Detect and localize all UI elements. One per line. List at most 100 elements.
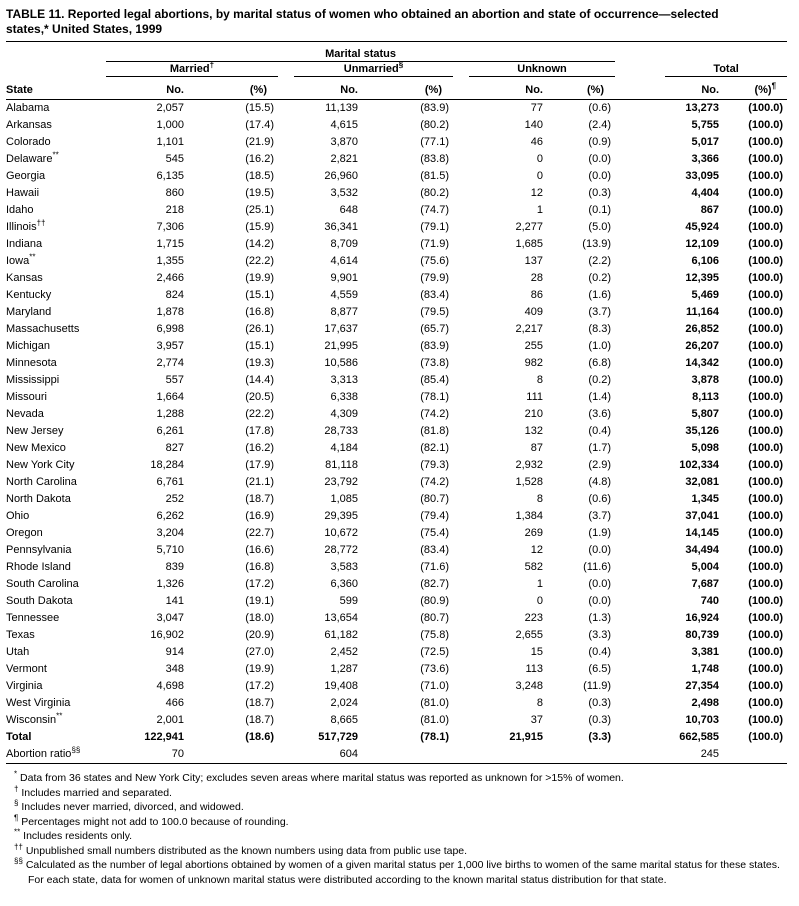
value-cell: 839 xyxy=(165,561,184,573)
marital-status-header-cell: Marital status xyxy=(106,42,616,62)
state-name-cell: Kentucky xyxy=(6,289,52,301)
unknown-label: Unknown xyxy=(517,63,567,75)
state-row: Texas 16,902 (20.9) 61,182 (75.8) 2,655 (3.3) 8… xyxy=(6,627,787,644)
value-cell: 141 xyxy=(165,595,184,607)
value-cell: (16.2) xyxy=(245,442,274,454)
value-cell: (18.7) xyxy=(245,714,274,726)
total-pct-header: (%)¶ xyxy=(723,77,788,100)
value-cell: (81.0) xyxy=(420,714,449,726)
value-cell: 13,273 xyxy=(685,102,720,114)
value-cell: (80.7) xyxy=(420,493,449,505)
value-cell: 10,703 xyxy=(685,714,720,726)
value-cell: 9,901 xyxy=(330,272,358,284)
footnote: ¶ Percentages might not add to 100.0 bec… xyxy=(14,813,289,828)
value-cell: 111 xyxy=(526,391,543,403)
value-cell: 0 xyxy=(536,153,543,165)
value-cell: 23,792 xyxy=(324,476,358,488)
state-name-cell: Georgia xyxy=(6,170,46,182)
value-cell: (15.1) xyxy=(245,340,274,352)
state-name-cell: Nevada xyxy=(6,408,44,420)
value-cell: (0.1) xyxy=(588,204,612,216)
total-group-cell: Total xyxy=(615,62,788,77)
state-row: Michigan 3,957 (15.1) 21,995 (83.9) 255 (1.0) 2… xyxy=(6,338,787,355)
value-cell: 6,360 xyxy=(330,578,358,590)
value-cell: 3,313 xyxy=(330,374,358,386)
state-row: Georgia 6,135 (18.5) 26,960 (81.5) 0 (0.0) 33,0… xyxy=(6,168,787,185)
value-cell: (83.4) xyxy=(420,544,449,556)
value-cell: (16.9) xyxy=(245,510,274,522)
value-cell: 0 xyxy=(536,170,543,182)
state-row: West Virginia 466 (18.7) 2,024 (81.0) 8 (0.3) 2… xyxy=(6,695,787,712)
value-cell: 27,354 xyxy=(685,680,720,692)
state-name-cell: Indiana xyxy=(6,238,43,250)
value-cell: 1,288 xyxy=(156,408,184,420)
value-cell: (79.4) xyxy=(420,510,449,522)
footnote: †† Unpublished small numbers distributed… xyxy=(14,842,468,857)
value-cell: 16,902 xyxy=(150,629,184,641)
value-cell: (80.2) xyxy=(420,119,449,131)
footnote-marker: ¶ xyxy=(14,813,19,822)
value-cell: (100.0) xyxy=(748,272,784,284)
value-cell: 10,586 xyxy=(324,357,358,369)
value-cell: (100.0) xyxy=(748,612,784,624)
value-cell: (100.0) xyxy=(748,731,784,743)
value-cell: (20.9) xyxy=(245,629,274,641)
value-cell: (80.7) xyxy=(420,612,449,624)
value-cell: (0.4) xyxy=(588,646,612,658)
value-cell: (100.0) xyxy=(748,136,784,148)
state-row: Idaho 218 (25.1) 648 (74.7) 1 (0.1) 867 (100.0) xyxy=(6,202,787,219)
unmarried-no-header: No. xyxy=(278,77,362,100)
value-cell: 45,924 xyxy=(685,221,720,233)
value-cell: (0.9) xyxy=(588,136,612,148)
value-cell: 3,366 xyxy=(691,153,720,165)
value-cell: (100.0) xyxy=(748,646,784,658)
value-cell: (77.1) xyxy=(420,136,449,148)
value-cell: 1,685 xyxy=(515,238,543,250)
value-cell: 466 xyxy=(165,697,184,709)
value-cell: 5,017 xyxy=(691,136,720,148)
value-cell: 5,004 xyxy=(691,561,720,573)
value-cell: (18.6) xyxy=(245,731,274,743)
state-row: Kansas 2,466 (19.9) 9,901 (79.9) 28 (0.2) 12,39… xyxy=(6,270,787,287)
value-cell: (74.2) xyxy=(420,408,449,420)
value-cell: (100.0) xyxy=(748,578,784,590)
unmarried-label: Unmarried xyxy=(343,63,399,75)
value-cell: 16,924 xyxy=(685,612,720,624)
state-marker: ** xyxy=(29,253,36,262)
state-row: Nevada 1,288 (22.2) 4,309 (74.2) 210 (3.6) 5,80… xyxy=(6,406,787,423)
value-cell: 26,852 xyxy=(685,323,720,335)
value-cell: (1.9) xyxy=(588,527,612,539)
value-cell: (18.5) xyxy=(245,170,274,182)
value-cell: (0.2) xyxy=(588,272,612,284)
value-cell: 409 xyxy=(524,306,543,318)
value-cell: 8,665 xyxy=(330,714,358,726)
value-cell: (16.2) xyxy=(245,153,274,165)
value-cell: (100.0) xyxy=(748,680,784,692)
state-name-cell: Colorado xyxy=(6,136,51,148)
state-name-cell: Mississippi xyxy=(6,374,60,386)
table-header: Marital status Married† Unmarried§ Unkno… xyxy=(6,42,788,100)
value-cell: (21.9) xyxy=(245,136,274,148)
state-marker: ** xyxy=(56,712,63,721)
table-title: TABLE 11. Reported legal abortions, by m… xyxy=(6,7,719,36)
value-cell: 1,878 xyxy=(156,306,184,318)
value-cell: 18,284 xyxy=(150,459,184,471)
value-cell: (100.0) xyxy=(748,289,784,301)
state-row: South Dakota 141 (19.1) 599 (80.9) 0 (0.0) 740 (… xyxy=(6,593,787,610)
state-name-cell: Idaho xyxy=(6,204,34,216)
value-cell: (4.8) xyxy=(588,476,612,488)
value-cell: (72.5) xyxy=(420,646,449,658)
column-group-row: Married† Unmarried§ Unknown Total xyxy=(6,61,788,77)
footnote-marker: ** xyxy=(14,827,21,837)
value-cell: (79.5) xyxy=(420,306,449,318)
value-cell: 81,118 xyxy=(325,459,358,471)
married-column-group: Married† xyxy=(106,61,278,77)
state-marker: ** xyxy=(52,151,59,160)
value-cell: 3,957 xyxy=(156,340,184,352)
value-cell: (65.7) xyxy=(420,323,449,335)
value-cell: (13.9) xyxy=(582,238,612,250)
state-name-cell: Maryland xyxy=(6,306,52,318)
value-cell: (100.0) xyxy=(748,374,784,386)
value-cell: 0 xyxy=(536,595,543,607)
value-cell: (15.5) xyxy=(245,102,274,114)
